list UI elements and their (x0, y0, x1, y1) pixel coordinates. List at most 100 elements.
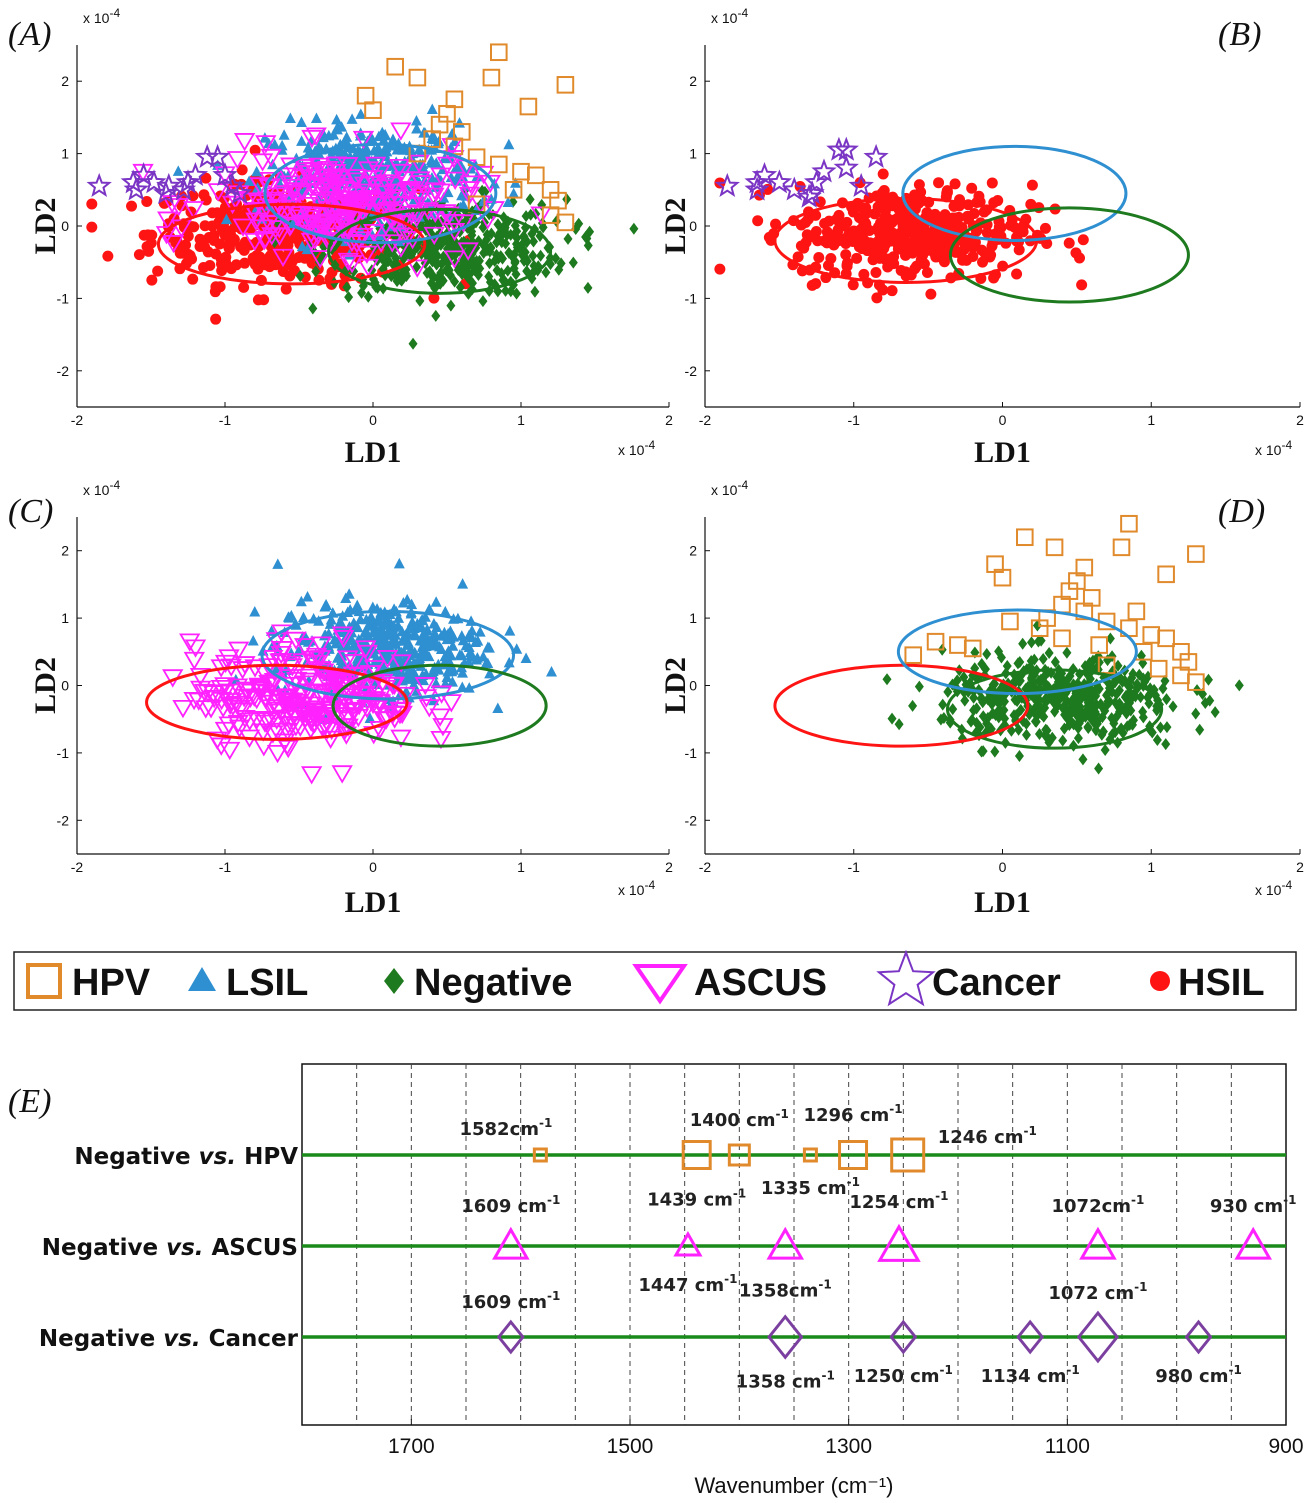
data-point (1234, 679, 1244, 692)
data-point (289, 206, 312, 225)
band-label: 930 cm-1 (1210, 1193, 1297, 1217)
data-point (454, 649, 466, 660)
data-point (281, 716, 303, 735)
data-point (457, 667, 469, 678)
data-point (426, 103, 438, 115)
data-point (395, 273, 405, 286)
band-label-exponent: -1 (547, 1289, 560, 1303)
data-point (386, 57, 404, 76)
data-point (214, 238, 226, 250)
data-point (445, 90, 464, 109)
y-axis-title: LD2 (659, 198, 692, 255)
data-point (792, 251, 804, 263)
data-point (1094, 762, 1104, 775)
data-point (214, 721, 237, 741)
data-point (228, 719, 251, 738)
data-point (1073, 732, 1083, 745)
data-point (328, 128, 340, 140)
data-point (1038, 653, 1048, 666)
band-label-exponent: -1 (1283, 1193, 1296, 1207)
data-point (465, 649, 477, 660)
data-point (512, 162, 530, 181)
data-point (260, 699, 282, 718)
confidence-ellipse-lsil (896, 608, 1138, 696)
data-point (273, 733, 296, 752)
series-hsil (714, 168, 1089, 304)
data-point (352, 130, 375, 150)
data-point (429, 708, 451, 727)
data-point (214, 281, 226, 293)
data-point (629, 222, 639, 235)
data-point (1039, 675, 1049, 688)
data-point (1116, 722, 1126, 735)
y-tick-label: -1 (685, 745, 698, 761)
data-point (953, 211, 965, 223)
data-point (443, 250, 466, 269)
data-point (86, 198, 98, 210)
data-point (959, 671, 969, 684)
data-point (1096, 698, 1106, 711)
legend-marker (26, 963, 62, 999)
data-point (977, 658, 987, 671)
data-point (1098, 725, 1108, 738)
y-scale-label: x 10-4 (83, 478, 120, 498)
legend: HPV LSIL Negative ASCUS Cancer HSIL (13, 949, 1297, 1011)
y-tick-label: -2 (685, 363, 698, 379)
data-point (337, 650, 359, 669)
legend-label: HSIL (1178, 962, 1265, 1004)
confidence-ellipse-lsil (263, 142, 498, 245)
data-point (232, 218, 254, 237)
data-point (309, 215, 331, 234)
data-point (463, 656, 475, 667)
data-point (452, 214, 475, 233)
data-point (285, 631, 307, 651)
legend-item-hpv: HPV (26, 962, 151, 1004)
data-point (320, 700, 342, 719)
data-point (183, 651, 205, 671)
data-point (546, 666, 558, 677)
data-point (1034, 728, 1044, 741)
data-point (904, 646, 923, 664)
data-point (265, 215, 287, 234)
data-point (184, 639, 207, 658)
data-point (1077, 234, 1089, 246)
data-point (498, 228, 508, 241)
x-tick-label: 1 (1147, 412, 1155, 428)
data-point (1187, 545, 1205, 563)
band-label-value: 1358cm (739, 1280, 819, 1301)
data-point (1026, 636, 1036, 649)
series-cancer (86, 143, 253, 205)
data-point (1042, 724, 1052, 737)
data-point (1097, 711, 1107, 724)
data-point (871, 292, 883, 304)
x-axis-title: Wavenumber (cm⁻¹) (694, 1473, 893, 1498)
data-point (293, 638, 316, 657)
band-label: 1246 cm-1 (938, 1124, 1037, 1148)
data-point (342, 703, 365, 722)
data-point (493, 218, 503, 231)
data-point (439, 605, 451, 617)
data-point (285, 609, 297, 621)
data-point (341, 679, 363, 698)
data-point (446, 299, 456, 312)
legend-box (13, 951, 1297, 1011)
data-point (251, 153, 274, 172)
data-point (841, 216, 853, 228)
data-point (1088, 712, 1098, 725)
data-point (402, 197, 424, 216)
data-point (349, 265, 359, 278)
data-point (414, 677, 436, 696)
data-point (311, 265, 321, 278)
data-point (297, 611, 309, 623)
x-tick-label: -2 (699, 859, 712, 875)
data-point (1210, 706, 1220, 719)
data-point (911, 260, 923, 272)
y-tick-label: -1 (57, 290, 70, 306)
data-point (976, 745, 986, 758)
data-point (987, 698, 997, 711)
data-point (921, 267, 933, 279)
data-point (319, 601, 331, 612)
data-point (936, 713, 946, 726)
